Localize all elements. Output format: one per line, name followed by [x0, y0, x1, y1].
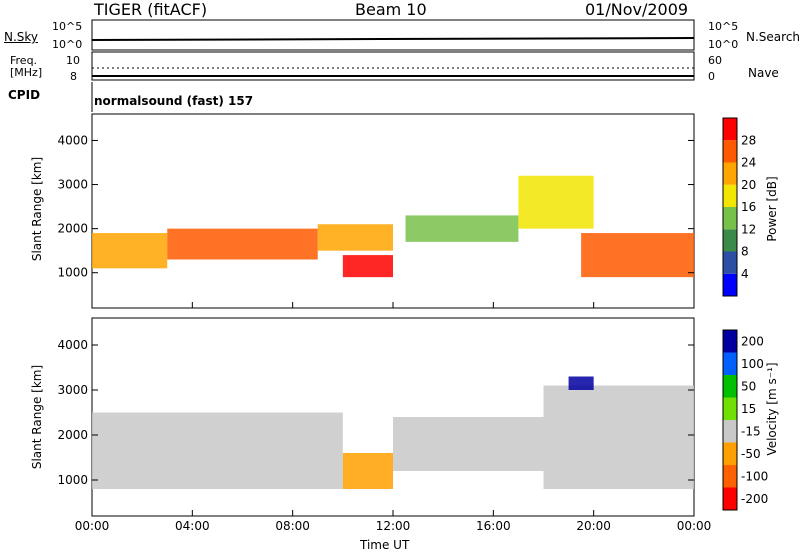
noise-tick-bottom-left: 10^0	[52, 38, 83, 51]
scatter-region	[317, 224, 393, 251]
colorbar-tick-label: 50	[741, 379, 756, 393]
colorbar-segment	[723, 465, 737, 488]
colorbar-tick-label: -15	[741, 424, 761, 438]
scatter-region	[342, 453, 393, 489]
cpid-label: CPID	[8, 88, 41, 102]
colorbar-segment	[723, 420, 737, 443]
beam-label: Beam 10	[355, 0, 427, 19]
colorbar-tick-label: 12	[741, 222, 756, 236]
scatter-region	[167, 228, 318, 260]
colorbar-tick-label: -100	[741, 469, 768, 483]
noise-tick-top-right: 10^5	[708, 20, 739, 33]
plot-frame	[91, 113, 695, 309]
y-tick-label: 1000	[57, 473, 88, 487]
y-tick-label: 3000	[57, 383, 88, 397]
date-label: 01/Nov/2009	[585, 0, 689, 19]
colorbar-segment	[723, 229, 737, 252]
colorbar-tick-label: 200	[741, 334, 764, 348]
y-tick-label: 2000	[57, 222, 88, 236]
x-tick-label: 08:00	[275, 519, 310, 533]
colorbar-segment	[723, 251, 737, 274]
noise-search-label: N.Search	[746, 30, 800, 44]
colorbar-tick-label: 100	[741, 357, 764, 371]
noise-tick-bottom-right: 10^0	[708, 38, 739, 51]
colorbar-segment	[723, 207, 737, 230]
x-tick-label: 04:00	[175, 519, 210, 533]
scatter-region	[568, 376, 594, 390]
radar-title: TIGER (fitACF)	[94, 0, 208, 19]
nave-tick-top: 60	[708, 54, 722, 67]
colorbar-segment	[723, 330, 737, 353]
freq-label: Freq. [MHz]	[10, 54, 43, 79]
freq-tick-bottom: 8	[70, 70, 77, 83]
y-tick-label: 3000	[57, 178, 88, 192]
colorbar-segment	[723, 442, 737, 465]
noise-panel-frame	[91, 19, 695, 51]
colorbar-tick-label: 4	[741, 267, 749, 281]
x-tick-label: 20:00	[576, 519, 611, 533]
colorbar-segment	[723, 273, 737, 296]
x-axis-label: Time UT	[360, 538, 410, 552]
colorbar-segment	[723, 397, 737, 420]
scatter-region	[543, 385, 694, 489]
x-tick-label: 16:00	[476, 519, 511, 533]
scatter-region	[581, 233, 694, 278]
freq-tick-top: 10	[66, 54, 80, 67]
x-tick-label: 00:00	[75, 519, 110, 533]
x-tick-label: 00:00	[677, 519, 712, 533]
colorbar-tick-label: -50	[741, 447, 761, 461]
noise-sky-trace	[91, 37, 695, 41]
colorbar-segment	[723, 352, 737, 375]
colorbar-segment	[723, 487, 737, 510]
colorbar-segment	[723, 140, 737, 163]
freq-panel-frame	[91, 51, 695, 81]
colorbar-tick-label: 28	[741, 133, 756, 147]
colorbar-frame	[722, 329, 738, 511]
y-tick-label: 4000	[57, 133, 88, 147]
colorbar-segment	[723, 375, 737, 398]
y-tick-label: 2000	[57, 428, 88, 442]
x-tick-label: 12:00	[376, 519, 411, 533]
y-tick-label: 1000	[57, 266, 88, 280]
colorbar-tick-label: -200	[741, 492, 768, 506]
colorbar-tick-label: 24	[741, 156, 756, 170]
colorbar-frame	[722, 117, 738, 297]
colorbar-tick-label: 15	[741, 402, 756, 416]
scatter-region	[405, 215, 519, 242]
scatter-region	[342, 255, 393, 278]
y-tick-label: 4000	[57, 338, 88, 352]
nave-label: Nave	[748, 66, 779, 80]
noise-sky-label: N.Sky	[4, 30, 39, 44]
noise-tick-top-left: 10^5	[52, 20, 83, 33]
scatter-region	[393, 417, 544, 471]
cpid-value: normalsound (fast) 157	[94, 94, 254, 108]
colorbar-tick-label: 20	[741, 178, 756, 192]
scatter-region	[92, 412, 343, 489]
scatter-region	[92, 233, 168, 269]
colorbar-tick-label: 16	[741, 200, 756, 214]
colorbar-segment	[723, 162, 737, 185]
nave-tick-bottom: 0	[708, 70, 715, 83]
scatter-region	[518, 175, 594, 229]
colorbar-segment	[723, 118, 737, 141]
colorbar-segment	[723, 184, 737, 207]
colorbar-tick-label: 8	[741, 245, 749, 259]
